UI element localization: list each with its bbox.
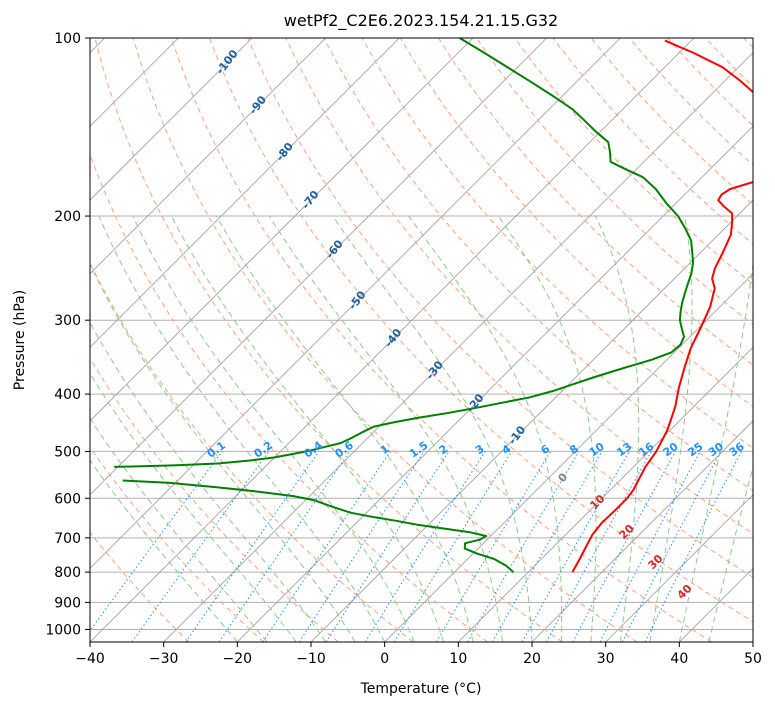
x-axis: −40 −30 −20 −10 0 10 20 30 40 50: [75, 642, 762, 667]
mixing-ratio-line: [326, 451, 449, 642]
dry-adiabat-line: [57, 38, 488, 642]
dry-adiabat-line: [438, 38, 775, 642]
x-tick-label: 10: [449, 651, 467, 667]
moist-adiabat-line: [709, 216, 775, 642]
moist-adiabat-label: 0: [556, 470, 571, 485]
dry-adiabat-line: [0, 38, 338, 642]
moist-adiabat-line: [0, 216, 267, 642]
moist-adiabat-line: [333, 216, 532, 642]
dry-adiabat-line: [0, 38, 189, 642]
isotherm-line: [16, 38, 620, 642]
x-tick-label: 0: [380, 651, 389, 667]
mixing-ratio-line: [600, 451, 700, 642]
mixing-ratio-label: 13: [614, 440, 634, 459]
x-tick-label: 40: [670, 651, 688, 667]
mixing-ratio-label: 10: [587, 440, 607, 460]
dry-adiabat-line: [19, 38, 413, 642]
mixing-ratio-line: [522, 451, 629, 642]
moist-adiabat-line: [133, 216, 414, 642]
moist-adiabat-label: 10: [587, 492, 607, 512]
moist-adiabat-label: 20: [617, 522, 637, 542]
isotherm-line: [0, 38, 252, 642]
dry-adiabat-line: [553, 38, 775, 642]
mixing-ratio-label: 36: [727, 440, 747, 460]
temperature-profile-line: [572, 41, 775, 573]
y-tick-label: 200: [54, 209, 81, 225]
y-tick-label: 1000: [45, 622, 81, 638]
dry-adiabat-line: [744, 38, 775, 642]
dry-adiabat-line: [0, 38, 264, 642]
moist-adiabat-label: 40: [675, 582, 695, 602]
isotherm-line: [0, 38, 547, 642]
mixing-ratio-label: 8: [567, 442, 581, 457]
isotherm-line: [753, 38, 775, 642]
y-axis-title: Pressure (hPa): [12, 290, 28, 390]
isotherm-line: [0, 38, 326, 642]
y-tick-label: 400: [54, 387, 81, 403]
mixing-ratio-label: 20: [661, 440, 681, 460]
isotherm-line: [532, 38, 775, 642]
y-tick-label: 500: [54, 444, 81, 460]
dry-adiabat-line: [286, 38, 775, 642]
mixing-ratio-line: [263, 451, 391, 642]
moist-adiabat-line: [595, 216, 638, 642]
mixing-ratio-label: 30: [706, 440, 726, 460]
dry-adiabat-line: [706, 38, 775, 642]
x-tick-label: −10: [296, 651, 326, 667]
isotherm-label: -100: [214, 47, 241, 77]
isotherm-line: [0, 38, 399, 642]
y-tick-label: 600: [54, 491, 81, 507]
x-axis-title: Temperature (°C): [360, 681, 482, 697]
x-tick-label: −20: [223, 651, 253, 667]
mixing-ratio-line: [82, 451, 222, 642]
mixing-ratio-label: 3: [473, 442, 487, 457]
y-tick-label: 900: [54, 595, 81, 611]
mixing-ratio-label: 6: [539, 442, 553, 457]
y-tick-label: 300: [54, 313, 81, 329]
y-tick-label: 700: [54, 531, 81, 547]
y-tick-label: 100: [54, 31, 81, 47]
moist-adiabat-line: [0, 216, 237, 642]
y-tick-label: 800: [54, 565, 81, 581]
plot-frame: [90, 38, 753, 642]
x-tick-label: 50: [744, 651, 762, 667]
mixing-ratio-line: [573, 451, 676, 642]
dry-adiabat-line: [515, 38, 775, 642]
mixing-ratio-line: [645, 451, 741, 642]
chart-title: wetPf2_C2E6.2023.154.21.15.G32: [284, 11, 558, 31]
moist-adiabat-line: [172, 216, 444, 642]
mixing-ratio-label: 25: [685, 440, 705, 459]
y-axis: 100 200 300 400 500 600 700 800 900 1000: [45, 31, 90, 638]
mixing-ratio-line: [299, 451, 424, 642]
x-tick-label: 20: [523, 651, 541, 667]
mixing-ratio-label: 1: [378, 442, 392, 457]
isotherm-line: [311, 38, 775, 642]
mixing-ratio-label: 0.4: [302, 439, 326, 461]
series-group: [114, 38, 775, 572]
mixing-ratio-label: 0.1: [205, 439, 228, 461]
isotherm-line: [164, 38, 768, 642]
x-tick-label: 30: [597, 651, 615, 667]
mixing-ratio-line: [365, 451, 485, 642]
x-tick-label: −40: [75, 651, 105, 667]
moist-adiabat-line: [99, 216, 385, 642]
mixing-ratio-label: 2: [437, 442, 451, 457]
mixing-ratio-label: 0.6: [333, 439, 357, 461]
moist-adiabat-line: [41, 216, 325, 642]
x-tick-label: −30: [149, 651, 179, 667]
mixing-ratio-label: 1.5: [407, 439, 430, 461]
